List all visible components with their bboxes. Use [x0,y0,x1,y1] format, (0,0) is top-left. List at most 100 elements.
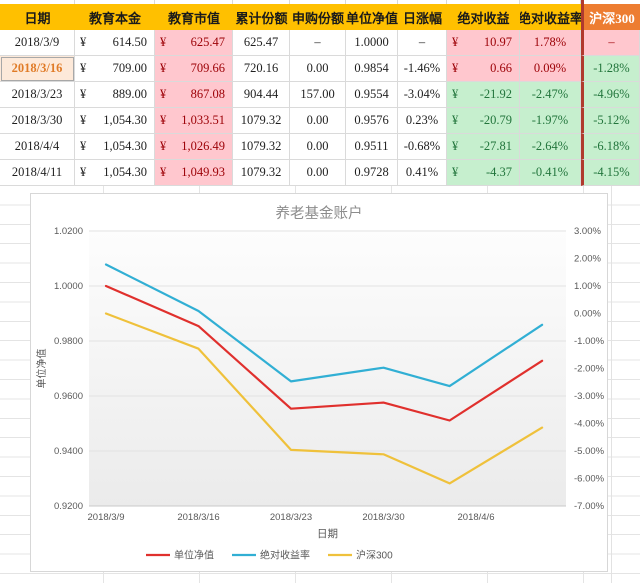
table-cell[interactable]: -2.47% [520,82,581,108]
currency-symbol: ¥ [160,61,167,75]
table-cell[interactable]: ¥709.00 [75,56,155,82]
table-cell[interactable]: -3.04% [398,82,447,108]
table-cell[interactable]: ¥1,054.30 [75,108,155,134]
table-cell[interactable]: -1.97% [520,108,581,134]
table-cell[interactable]: ¥614.50 [75,30,155,56]
column-header[interactable]: 日涨幅 [398,4,447,30]
table-cell[interactable]: 1079.32 [233,108,290,134]
cell-value: -4.96% [593,87,630,101]
table-cell[interactable]: -5.12% [581,108,640,134]
cell-value: -6.18% [593,139,630,153]
column-header[interactable]: 教育市值 [155,4,233,30]
table-cell[interactable]: 904.44 [233,82,290,108]
table-cell[interactable]: ¥1,049.93 [155,160,233,186]
x-axis-title: 日期 [317,528,338,540]
table-cell[interactable]: 0.9854 [346,56,398,82]
column-header[interactable]: 绝对收益率 [520,4,581,30]
table-cell[interactable]: 1.78% [520,30,581,56]
table-cell[interactable]: ¥ -4.37 [447,160,520,186]
table-cell[interactable]: -1.46% [398,56,447,82]
cell-value: 0.9554 [354,87,389,101]
table-cell[interactable]: – [398,30,447,56]
cell-border-tick [398,0,447,4]
cell-value: -4.15% [593,165,630,179]
table-cell[interactable]: 1079.32 [233,134,290,160]
table-cell[interactable]: -0.68% [398,134,447,160]
x-axis-tick: 2018/3/16 [177,512,219,523]
table-cell[interactable]: -1.28% [581,56,640,82]
column-header[interactable]: 绝对收益 [447,4,520,30]
table-cell[interactable]: ¥1,026.49 [155,134,233,160]
table-cell[interactable]: ¥10.97 [447,30,520,56]
table-cell[interactable]: 0.23% [398,108,447,134]
date-cell[interactable]: 2018/3/23 [0,82,75,108]
table-cell[interactable]: ¥ -21.92 [447,82,520,108]
table-cell[interactable]: -6.18% [581,134,640,160]
table-cell[interactable]: 0.00 [290,108,346,134]
cell-value: -3.04% [403,87,441,101]
column-header[interactable]: 申购份额 [290,4,346,30]
table-cell[interactable]: 157.00 [290,82,346,108]
table-cell[interactable]: 0.09% [520,56,581,82]
selected-cell[interactable]: 2018/3/16 [0,56,75,82]
currency-symbol: ¥ [80,165,87,179]
date-cell[interactable]: 2018/4/4 [0,134,75,160]
cell-value: 0.41% [405,165,439,179]
column-header[interactable]: 日期 [0,4,75,30]
table-cell[interactable]: ¥ -20.79 [447,108,520,134]
cell-border-tick [581,0,640,4]
date-cell[interactable]: 2018/4/11 [0,160,75,186]
date-cell[interactable]: 2018/3/30 [0,108,75,134]
column-header[interactable]: 累计份额 [233,4,290,30]
table-cell[interactable]: 0.00 [290,160,346,186]
cell-value: -4.37 [485,165,512,179]
table-cell[interactable]: ¥867.08 [155,82,233,108]
cell-border-tick [155,0,233,4]
table-cell[interactable]: 0.9511 [346,134,398,160]
legend-label[interactable]: 沪深300 [356,549,393,562]
table-cell[interactable]: 0.00 [290,56,346,82]
cell-value: 0.23% [405,113,439,127]
table-cell[interactable]: -4.96% [581,82,640,108]
cell-value: -0.68% [403,139,441,153]
table-cell[interactable]: 1.0000 [346,30,398,56]
pension-fund-chart[interactable]: 养老基金账户 1.0200 1.0000 0.9800 0.9600 0.9400 0.9… [30,193,608,572]
table-cell[interactable]: ¥709.66 [155,56,233,82]
legend-label[interactable]: 绝对收益率 [260,549,310,562]
table-cell[interactable]: 0.00 [290,134,346,160]
cell-value: 0.9511 [354,139,389,153]
cell-value: 867.08 [190,87,225,101]
right-axis-tick: 0.00% [574,309,601,320]
table-cell[interactable]: -0.41% [520,160,581,186]
table-cell[interactable]: 0.9728 [346,160,398,186]
table-cell[interactable]: 720.16 [233,56,290,82]
table-cell[interactable]: 1079.32 [233,160,290,186]
column-header[interactable]: 教育本金 [75,4,155,30]
table-cell[interactable]: 625.47 [233,30,290,56]
date-cell[interactable]: 2018/3/9 [0,30,75,56]
column-header[interactable]: 单位净值 [346,4,398,30]
cell-value: 1,054.30 [103,139,147,153]
legend-label[interactable]: 单位净值 [174,549,214,562]
table-cell[interactable]: ¥1,054.30 [75,134,155,160]
table-cell[interactable]: -2.64% [520,134,581,160]
table-cell[interactable]: ¥1,033.51 [155,108,233,134]
table-cell[interactable]: -4.15% [581,160,640,186]
table-cell[interactable]: 0.41% [398,160,447,186]
table-cell[interactable]: 0.9554 [346,82,398,108]
x-axis-tick: 2018/4/6 [458,512,495,523]
table-cell[interactable]: – [290,30,346,56]
table-cell[interactable]: 0.9576 [346,108,398,134]
table-cell[interactable]: ¥ -27.81 [447,134,520,160]
cell-border-tick [233,0,290,4]
currency-symbol: ¥ [160,87,167,101]
table-cell[interactable]: – [581,30,640,56]
column-header[interactable]: 沪深300 [581,4,640,30]
table-cell[interactable]: ¥1,054.30 [75,160,155,186]
table-cell[interactable]: ¥889.00 [75,82,155,108]
currency-symbol: ¥ [452,61,459,75]
cell-value: 614.50 [112,35,147,49]
table-cell[interactable]: ¥0.66 [447,56,520,82]
cell-value: 0.9576 [354,113,389,127]
table-cell[interactable]: ¥625.47 [155,30,233,56]
